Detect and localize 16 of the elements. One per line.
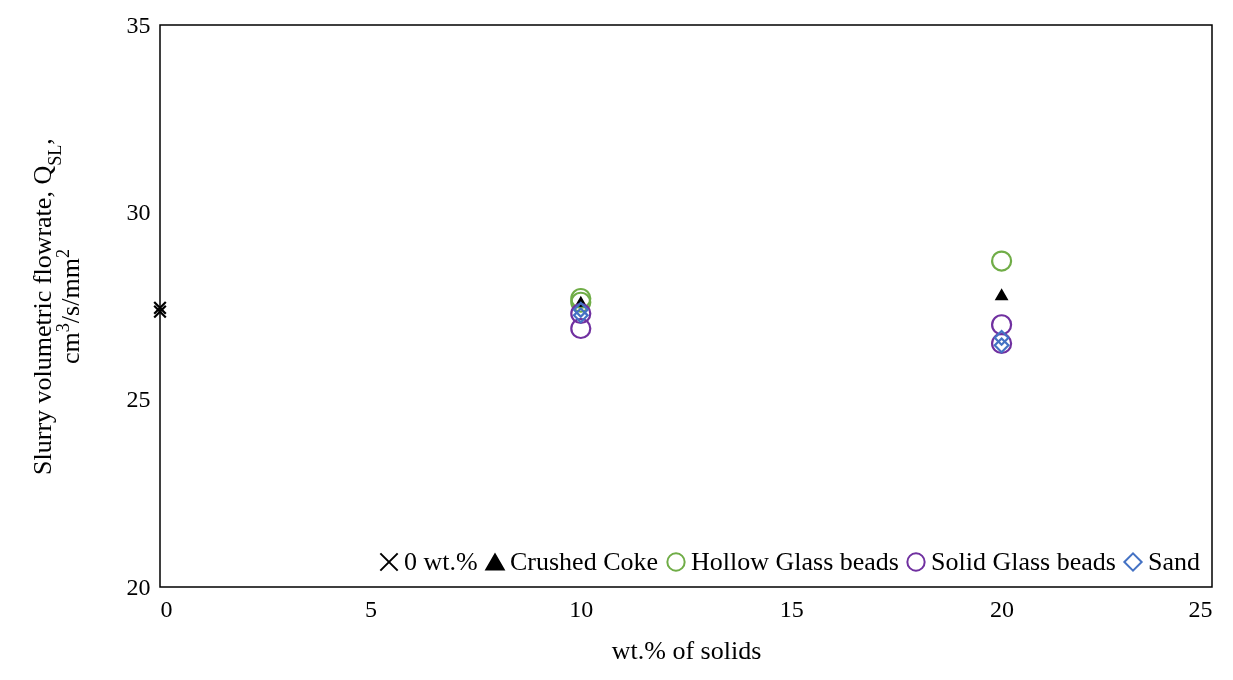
x-tick-label: 10 [569, 595, 594, 622]
y-tick-label: 35 [126, 11, 151, 38]
x-tick-label: 20 [990, 595, 1015, 622]
x-tick-label: 15 [779, 595, 804, 622]
x-tick-label: 5 [364, 595, 377, 622]
y-tick-label: 20 [126, 573, 151, 600]
legend-label: Hollow Glass beads [691, 547, 899, 576]
legend-label: Sand [1148, 547, 1200, 576]
x-tick-label: 25 [1188, 595, 1213, 622]
legend-label: 0 wt.% [404, 547, 478, 576]
legend-label: Solid Glass beads [931, 547, 1116, 576]
y-tick-label: 25 [126, 386, 151, 413]
x-tick-label: 0 [160, 595, 173, 622]
y-tick-label: 30 [126, 198, 151, 225]
legend-label: Crushed Coke [510, 547, 659, 576]
x-axis-title: wt.% of solids [611, 635, 762, 665]
